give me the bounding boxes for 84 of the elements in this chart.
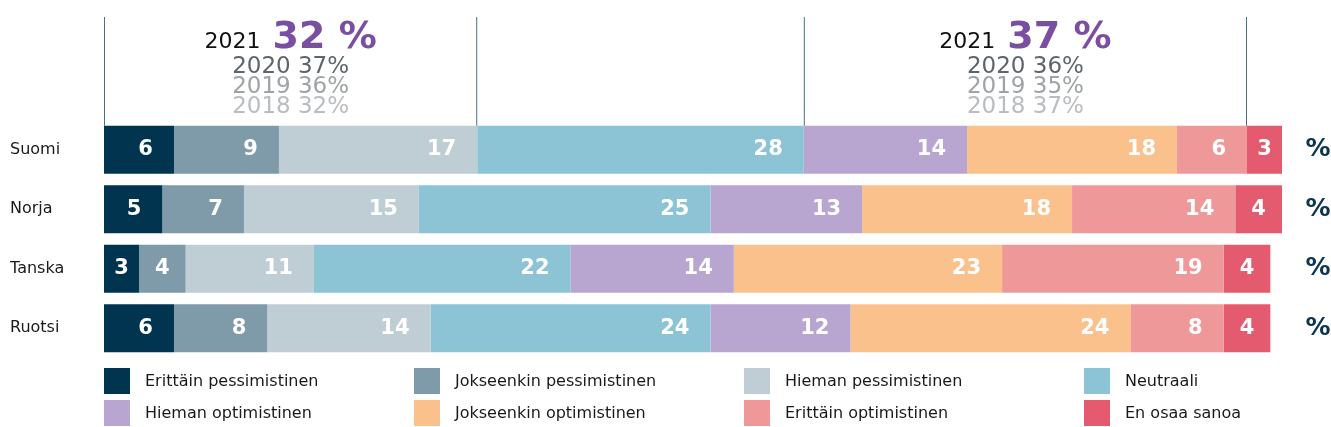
data-label: 6 — [1211, 136, 1227, 161]
legend-label: Jokseenkin pessimistinen — [454, 371, 657, 391]
data-label: 28 — [753, 136, 783, 161]
bar — [1223, 244, 1271, 293]
bar — [267, 304, 431, 353]
bar — [1002, 244, 1224, 293]
data-label: 3 — [1257, 136, 1272, 161]
bar — [1223, 304, 1271, 353]
bar — [418, 185, 711, 234]
y-tick-label: Tanska — [9, 257, 65, 277]
data-label: 6 — [138, 136, 153, 161]
data-label: 14 — [916, 136, 947, 161]
legend-label: Jokseenkin optimistinen — [454, 403, 646, 423]
data-label: 14 — [380, 314, 410, 339]
bar — [710, 185, 863, 234]
legend-label: Erittäin pessimistinen — [145, 371, 319, 391]
bar — [1130, 304, 1224, 353]
data-label: 15 — [368, 195, 398, 220]
data-label: 7 — [208, 195, 223, 220]
data-label: 14 — [1185, 195, 1215, 220]
data-label: 4 — [1251, 195, 1266, 220]
data-label: 4 — [1239, 314, 1255, 339]
bar — [733, 244, 1003, 293]
bar — [138, 244, 186, 293]
bar — [104, 244, 139, 293]
bar — [850, 304, 1131, 353]
text: 2018 32% — [232, 92, 350, 118]
data-label: 9 — [243, 136, 258, 161]
data-label: 24 — [1080, 314, 1110, 339]
data-label: 8 — [1188, 314, 1203, 339]
legend-label: Hieman optimistinen — [145, 403, 312, 423]
bar — [862, 185, 1073, 234]
data-label: 3 — [114, 255, 129, 280]
data-label: 24 — [660, 314, 690, 339]
legend-label: Erittäin optimistinen — [785, 403, 949, 423]
data-label: 17 — [426, 136, 457, 161]
bar — [1235, 185, 1282, 234]
text: 2018 37% — [966, 92, 1084, 118]
data-label: 12 — [800, 314, 830, 339]
y-tick-label: Ruotsi — [10, 317, 60, 337]
bar — [243, 185, 419, 234]
data-label: 25 — [660, 195, 690, 220]
text: 2021 32 % — [204, 13, 377, 57]
bar — [710, 304, 851, 353]
legend-label: Neutraali — [1125, 371, 1199, 391]
text: % — [1305, 252, 1331, 282]
text: % — [1305, 311, 1331, 341]
bar — [313, 244, 571, 293]
bar — [477, 125, 804, 174]
bar — [967, 125, 1178, 174]
data-label: 4 — [155, 255, 170, 280]
legend-label: En osaa sanoa — [1125, 403, 1242, 423]
bar — [278, 125, 478, 174]
text: % — [1305, 192, 1331, 222]
bar — [162, 185, 244, 234]
data-label: 11 — [263, 255, 293, 280]
data-label: 6 — [138, 314, 153, 339]
bar — [173, 304, 268, 353]
data-label: 13 — [811, 195, 842, 220]
data-label: 5 — [126, 195, 142, 220]
bar — [1247, 125, 1282, 174]
bar — [104, 185, 163, 234]
bar — [803, 125, 968, 174]
legend-label: Hieman pessimistinen — [785, 371, 963, 391]
bar — [104, 125, 174, 174]
y-tick-label: Suomi — [10, 138, 61, 158]
x-axis-title: % — [1305, 133, 1331, 163]
bar — [185, 244, 314, 293]
data-label: 23 — [951, 255, 982, 280]
bar — [1072, 185, 1236, 234]
data-label: 4 — [1239, 255, 1255, 280]
data-label: 18 — [1126, 136, 1157, 161]
bar — [173, 125, 279, 174]
bar — [430, 304, 711, 353]
bar — [1177, 125, 1248, 174]
data-label: 14 — [683, 255, 713, 280]
text: 2021 37 % — [939, 13, 1112, 57]
bar — [104, 304, 174, 353]
data-label: 19 — [1173, 255, 1203, 280]
data-label: 22 — [520, 255, 550, 280]
y-tick-label: Norja — [10, 198, 53, 218]
data-label: 8 — [231, 314, 247, 339]
bar — [570, 244, 734, 293]
data-label: 18 — [1021, 195, 1052, 220]
